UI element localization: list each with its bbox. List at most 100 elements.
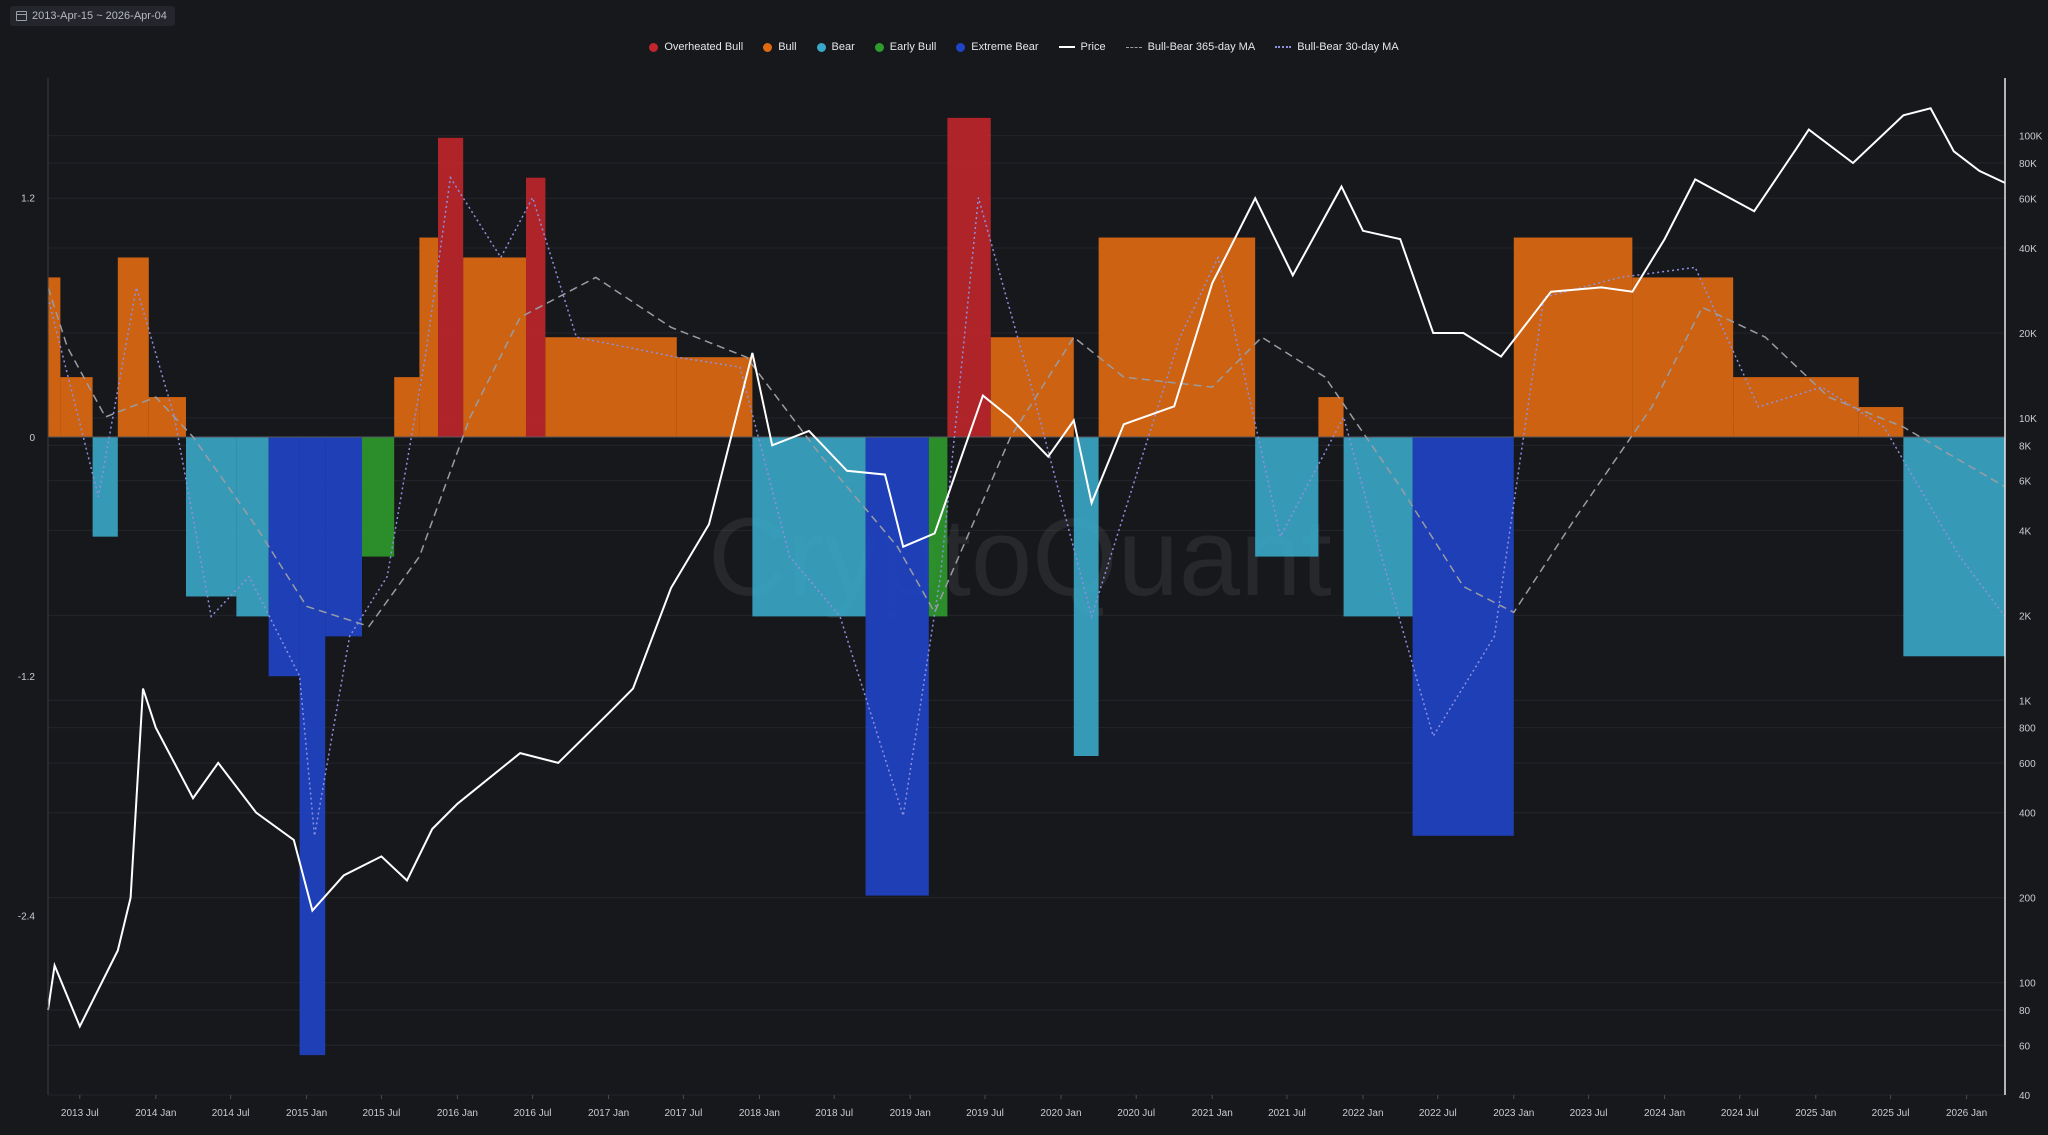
x-axis-tick-label: 2017 Jul: [664, 1108, 702, 1119]
bull-bear-bar: [185, 436, 237, 597]
legend-item-earlybull[interactable]: Early Bull: [874, 41, 937, 53]
x-axis-tick-label: 2022 Jul: [1419, 1108, 1457, 1119]
bull-bear-bar: [1632, 277, 1734, 437]
legend-item-ma30[interactable]: Bull-Bear 30-day MA: [1275, 41, 1399, 53]
bull-bear-bar: [676, 357, 753, 437]
x-axis-tick-label: 2021 Jul: [1268, 1108, 1306, 1119]
bull-bear-bar: [1412, 436, 1514, 836]
bull-bear-bar: [752, 436, 866, 617]
legend-marker: [649, 42, 659, 52]
right-axis-tick-label: 800: [2019, 724, 2036, 735]
ma30-line: [47, 175, 2006, 836]
legend-item-overheated[interactable]: Overheated Bull: [649, 41, 743, 53]
legend-item-bull[interactable]: Bull: [763, 41, 797, 53]
calendar-icon: [16, 11, 27, 21]
legend-label: Extreme Bear: [971, 41, 1039, 53]
right-axis-tick-label: 40K: [2019, 244, 2037, 255]
left-axis-tick-label: 0: [29, 433, 35, 444]
x-axis-tick-label: 2015 Jul: [362, 1108, 400, 1119]
x-axis-tick-label: 2023 Jul: [1570, 1108, 1608, 1119]
line-series: [47, 107, 2006, 1029]
bull-bear-bar: [1073, 436, 1099, 756]
right-axis-tick-label: 80: [2019, 1006, 2031, 1017]
bull-bear-bar: [947, 117, 991, 437]
bull-bear-bar: [865, 436, 929, 896]
axes: 1.2 0 -1.2 -2.4 40 60 80 100 200 400 600 800 1K 2K 4K 6…: [18, 78, 2043, 1119]
date-range-label: 2013-Apr-15 ~ 2026-Apr-04: [32, 10, 167, 22]
bull-bear-bar: [928, 436, 948, 617]
legend-marker: [763, 42, 773, 52]
bull-bear-bar: [419, 237, 438, 437]
legend-label: Price: [1080, 41, 1106, 53]
legend-marker: [1058, 46, 1075, 48]
x-axis-tick-label: 2017 Jan: [588, 1108, 629, 1119]
x-axis-tick-label: 2015 Jan: [286, 1108, 327, 1119]
bull-bear-bar: [48, 277, 61, 437]
legend-item-ma365[interactable]: Bull-Bear 365-day MA: [1125, 41, 1255, 53]
x-axis-tick-label: 2016 Jan: [437, 1108, 478, 1119]
x-axis-tick-label: 2018 Jan: [739, 1108, 780, 1119]
chart-legend: Overheated Bull Bull Bear Early Bull Extreme…: [0, 41, 2048, 53]
right-axis-tick-label: 400: [2019, 809, 2036, 820]
right-axis-tick-label: 600: [2019, 759, 2036, 770]
bull-bear-bar: [1343, 436, 1413, 617]
right-axis-tick-label: 10K: [2019, 414, 2037, 425]
bull-bear-bar: [268, 436, 300, 677]
legend-item-extremebear[interactable]: Extreme Bear: [956, 41, 1039, 53]
x-axis-tick-label: 2023 Jan: [1493, 1108, 1534, 1119]
bull-bear-bar: [990, 337, 1074, 437]
legend-marker: [1125, 46, 1142, 48]
legend-marker: [1275, 46, 1292, 48]
x-axis-tick-label: 2013 Jul: [61, 1108, 99, 1119]
bull-bear-bar: [117, 257, 149, 437]
bull-bear-bar: [60, 377, 93, 437]
left-axis-tick-label: -1.2: [18, 672, 36, 683]
right-axis-tick-label: 100: [2019, 979, 2036, 990]
ma365-line: [47, 276, 2006, 628]
right-axis-tick-label: 2K: [2019, 611, 2032, 622]
x-axis-tick-label: 2025 Jan: [1795, 1108, 1836, 1119]
bull-bear-bar: [437, 137, 464, 437]
x-axis-tick-label: 2021 Jan: [1192, 1108, 1233, 1119]
bull-bear-bar: [1098, 237, 1256, 437]
right-axis-tick-label: 4K: [2019, 526, 2032, 537]
left-axis-tick-label: -2.4: [18, 912, 36, 923]
bull-bear-bar: [1255, 436, 1319, 557]
x-axis-tick-label: 2020 Jul: [1117, 1108, 1155, 1119]
bull-bear-bar: [325, 436, 362, 637]
date-range-picker[interactable]: 2013-Apr-15 ~ 2026-Apr-04: [10, 6, 175, 26]
x-axis-tick-label: 2020 Jan: [1040, 1108, 1081, 1119]
left-axis-tick-label: 1.2: [21, 194, 35, 205]
right-axis-tick-label: 60K: [2019, 194, 2037, 205]
bull-bear-bar: [299, 436, 326, 1056]
bull-bear-bar: [545, 337, 677, 437]
right-axis-tick-label: 200: [2019, 894, 2036, 905]
bar-series: [48, 117, 2005, 1056]
x-axis-tick-label: 2019 Jul: [966, 1108, 1004, 1119]
legend-item-bear[interactable]: Bear: [816, 41, 855, 53]
legend-label: Bull-Bear 30-day MA: [1297, 41, 1399, 53]
bull-bear-bar: [361, 436, 395, 557]
right-axis-tick-label: 1K: [2019, 696, 2032, 707]
legend-item-price[interactable]: Price: [1058, 41, 1106, 53]
x-axis-tick-label: 2016 Jul: [514, 1108, 552, 1119]
right-axis-tick-label: 40: [2019, 1091, 2031, 1102]
legend-marker: [956, 42, 966, 52]
x-axis-tick-label: 2022 Jan: [1342, 1108, 1383, 1119]
right-axis-tick-label: 20K: [2019, 329, 2037, 340]
bull-bear-bar: [148, 397, 186, 437]
x-axis-tick-label: 2014 Jan: [135, 1108, 176, 1119]
x-axis-tick-label: 2019 Jan: [890, 1108, 931, 1119]
legend-marker: [874, 42, 884, 52]
price-line: [47, 107, 2006, 1029]
bull-bear-bar: [1733, 377, 1859, 437]
legend-label: Bull: [778, 41, 797, 53]
bull-bear-bar: [92, 436, 118, 537]
bull-bear-bar: [1318, 397, 1344, 437]
bull-bear-bar: [463, 257, 526, 437]
bull-bear-bar: [1513, 237, 1633, 437]
legend-label: Early Bull: [889, 41, 937, 53]
bull-bear-bar: [394, 377, 420, 437]
x-axis-tick-label: 2014 Jul: [212, 1108, 250, 1119]
x-axis-tick-label: 2018 Jul: [815, 1108, 853, 1119]
